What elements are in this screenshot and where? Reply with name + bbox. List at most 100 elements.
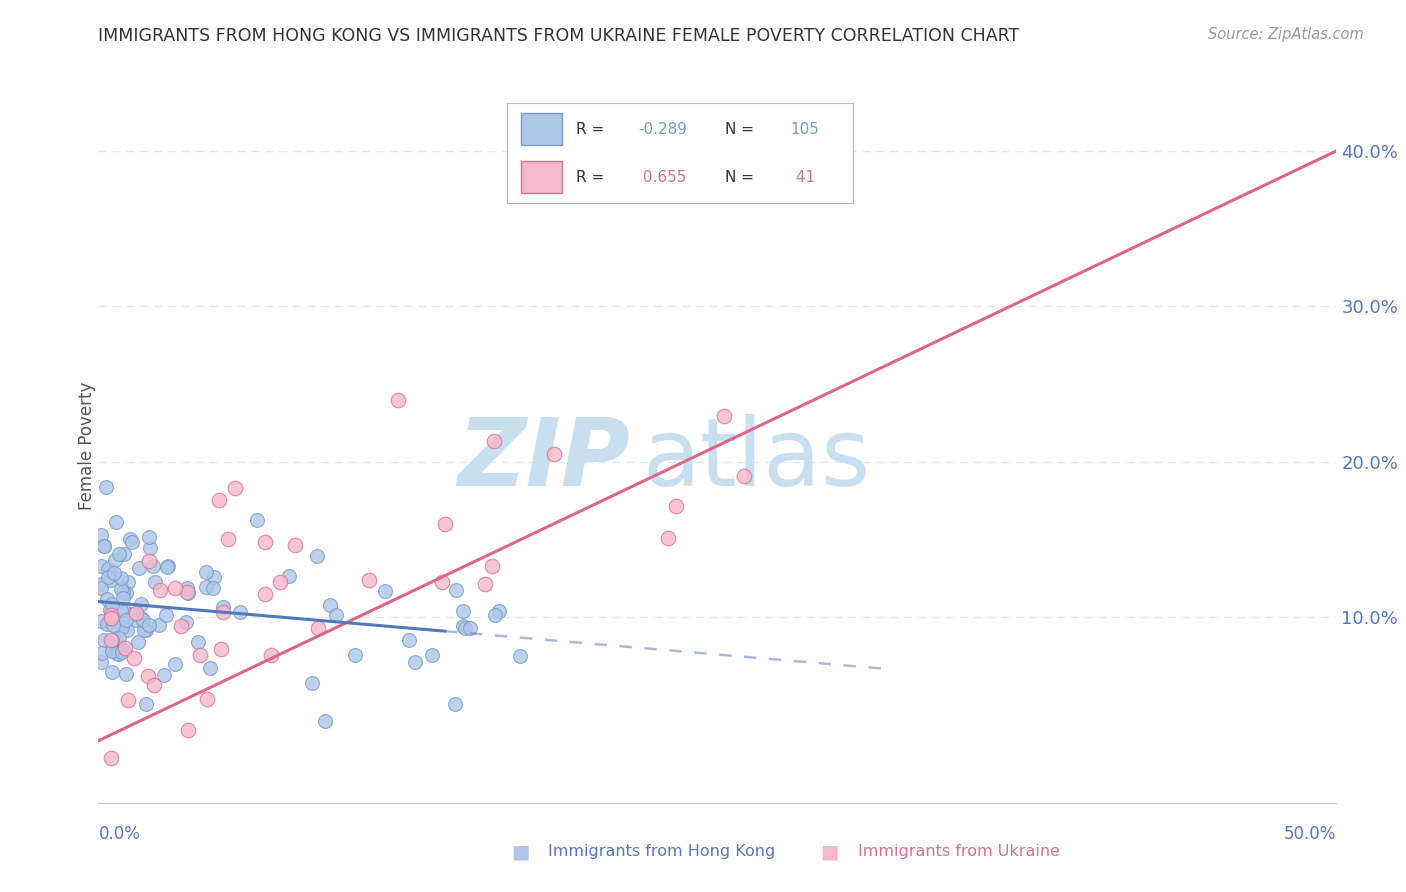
Point: [398, 633, 420, 648]
Point: [177, 723, 200, 738]
Point: [122, 651, 145, 665]
Point: [90, 581, 112, 595]
Point: [107, 647, 129, 661]
Point: [108, 640, 131, 655]
Point: [165, 657, 187, 671]
Point: [100, 608, 122, 623]
Point: [121, 534, 143, 549]
Point: [135, 697, 157, 711]
Point: [148, 618, 170, 632]
Point: [733, 469, 755, 483]
Point: [543, 447, 565, 461]
Point: [101, 665, 124, 680]
Point: [97, 570, 120, 584]
Point: [107, 547, 129, 561]
Point: [135, 623, 157, 637]
Point: [481, 558, 503, 573]
Point: [143, 574, 166, 589]
Point: [458, 621, 481, 635]
Point: [100, 574, 122, 588]
Point: [359, 574, 381, 588]
Point: [117, 693, 139, 707]
Point: [90, 655, 112, 669]
Point: [125, 606, 148, 620]
Point: [112, 547, 135, 561]
Point: [482, 434, 505, 448]
Point: [488, 604, 510, 618]
Point: [115, 666, 138, 681]
Point: [110, 571, 132, 585]
Point: [131, 613, 153, 627]
Text: IMMIGRANTS FROM HONG KONG VS IMMIGRANTS FROM UKRAINE FEMALE POVERTY CORRELATION : IMMIGRANTS FROM HONG KONG VS IMMIGRANTS …: [98, 27, 1019, 45]
Point: [121, 607, 143, 621]
Point: [136, 669, 159, 683]
Point: [224, 481, 246, 495]
Text: Source: ZipAtlas.com: Source: ZipAtlas.com: [1208, 27, 1364, 42]
Text: atlas: atlas: [643, 414, 872, 507]
Point: [139, 541, 162, 556]
Point: [104, 515, 127, 529]
Point: [115, 613, 138, 627]
Point: [198, 661, 221, 675]
Point: [100, 632, 122, 647]
Point: [138, 618, 160, 632]
Point: [100, 633, 122, 648]
Point: [713, 409, 735, 424]
Text: 50.0%: 50.0%: [1284, 825, 1336, 843]
Point: [187, 635, 209, 649]
Point: [118, 532, 141, 546]
Point: [319, 598, 342, 612]
Point: [453, 604, 475, 618]
Point: [253, 586, 276, 600]
Point: [115, 623, 138, 637]
Point: [176, 582, 198, 596]
Point: [170, 619, 193, 633]
Point: [142, 678, 165, 692]
Point: [138, 530, 160, 544]
Text: Immigrants from Ukraine: Immigrants from Ukraine: [858, 845, 1060, 859]
Point: [91, 646, 114, 660]
Point: [269, 574, 291, 589]
Point: [117, 575, 139, 590]
Point: [484, 608, 506, 623]
Point: [474, 576, 496, 591]
Point: [93, 633, 115, 648]
Point: [125, 613, 148, 627]
Point: [434, 516, 457, 531]
Point: [115, 586, 138, 600]
Point: [98, 565, 121, 579]
Point: [657, 531, 679, 545]
Point: [202, 582, 225, 596]
Point: [90, 528, 112, 542]
Point: [114, 640, 136, 655]
Point: [103, 566, 125, 580]
Point: [404, 655, 426, 669]
Point: [153, 668, 176, 682]
Point: [454, 621, 477, 635]
Point: [451, 618, 474, 632]
Point: [138, 554, 160, 568]
Point: [443, 698, 465, 712]
Point: [134, 624, 156, 638]
Point: [97, 561, 120, 575]
Point: [107, 646, 129, 660]
Point: [260, 648, 283, 663]
Point: [212, 605, 235, 619]
Point: [444, 583, 467, 598]
Point: [387, 393, 409, 408]
Point: [111, 620, 134, 634]
Point: [100, 603, 122, 617]
Point: [343, 648, 366, 662]
Point: [176, 615, 198, 629]
Point: [90, 559, 112, 574]
Point: [128, 560, 150, 574]
Point: [110, 603, 132, 617]
Point: [112, 591, 135, 605]
Point: [129, 611, 152, 625]
Point: [278, 569, 301, 583]
Point: [229, 605, 252, 619]
Text: Immigrants from Hong Kong: Immigrants from Hong Kong: [548, 845, 776, 859]
Point: [301, 676, 323, 690]
Point: [420, 648, 443, 662]
Point: [197, 692, 219, 706]
